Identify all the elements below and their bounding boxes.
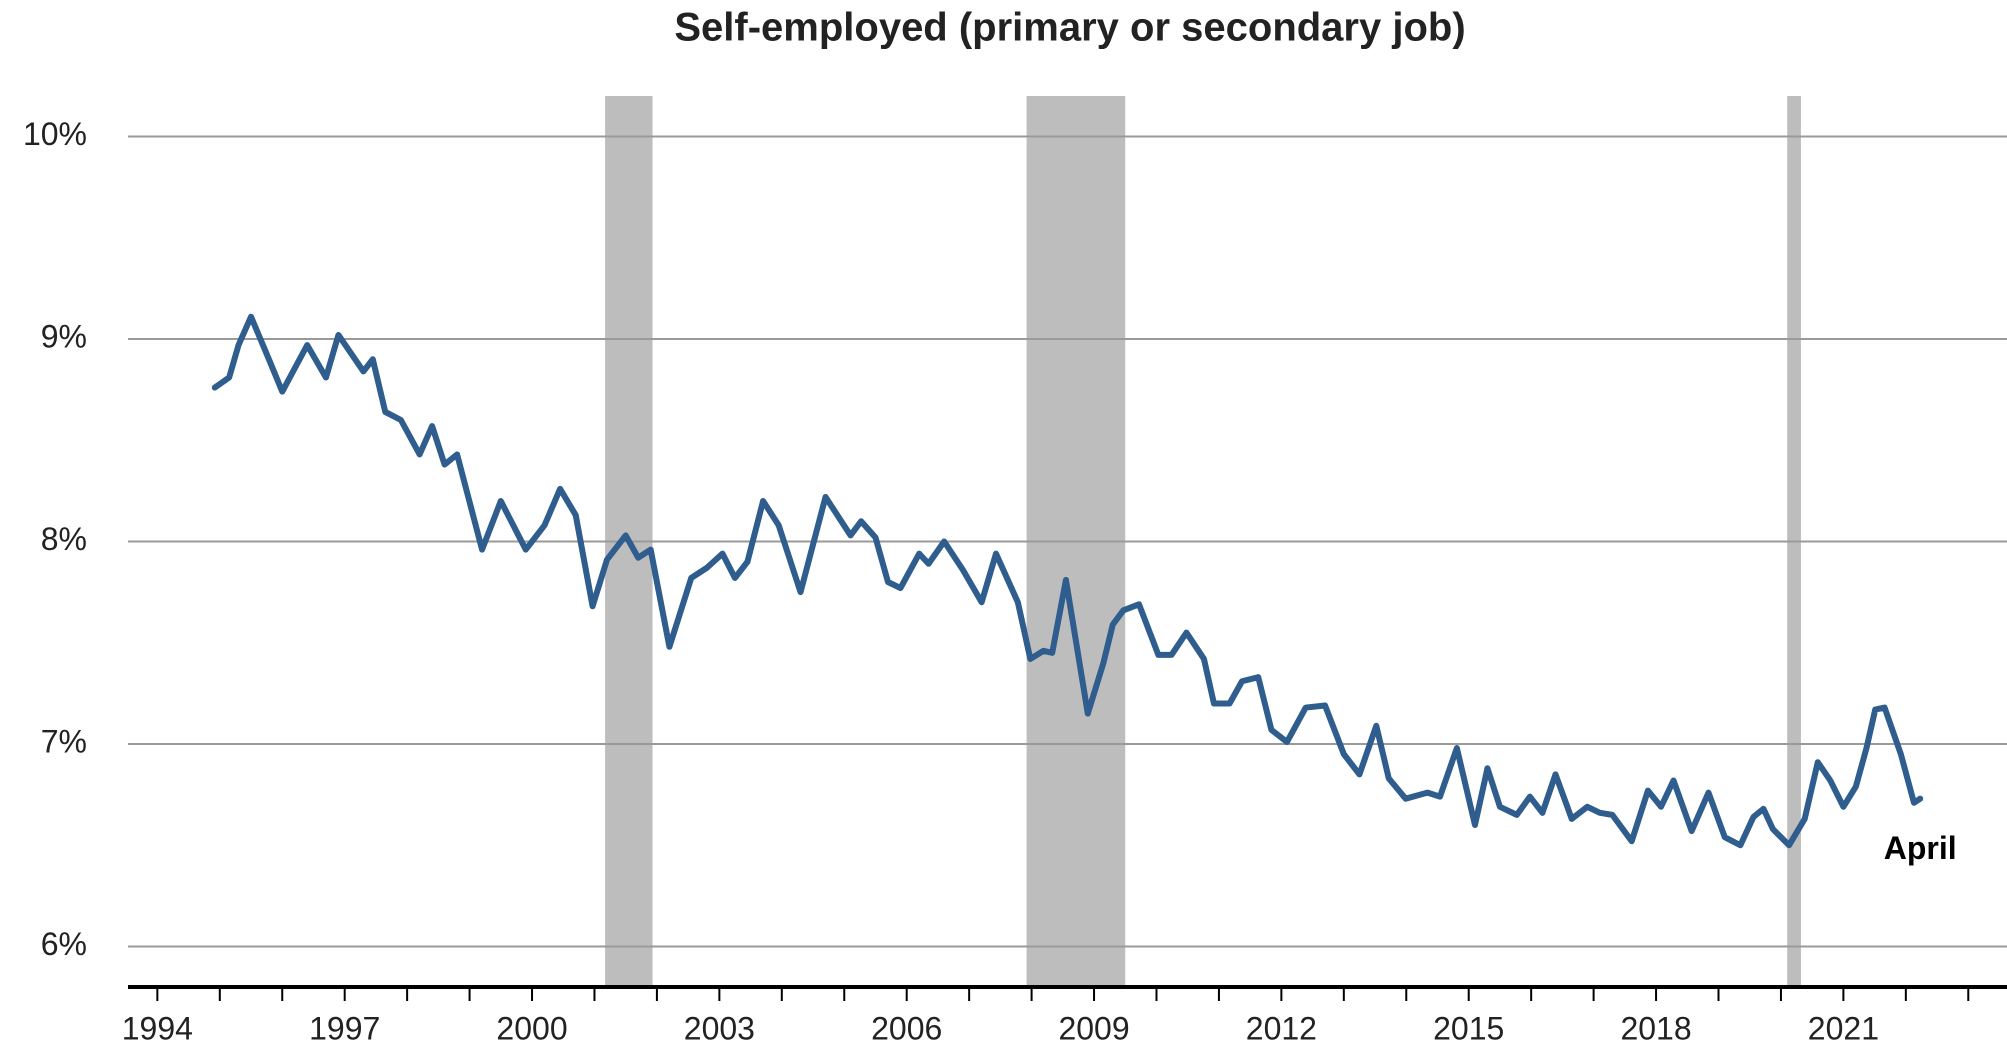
y-tick-label: 6%	[41, 926, 87, 962]
chart-title: Self-employed (primary or secondary job)	[674, 6, 1465, 50]
x-tick-label: 2021	[1808, 1010, 1879, 1046]
y-tick-label: 9%	[41, 318, 87, 354]
x-tick-label: 2006	[871, 1010, 942, 1046]
x-tick-label: 1997	[309, 1010, 380, 1046]
x-tick-label: 2018	[1620, 1010, 1691, 1046]
x-tick-label: 2015	[1433, 1010, 1504, 1046]
x-tick-label: 2009	[1058, 1010, 1129, 1046]
data-line	[211, 313, 1924, 849]
y-tick-label: 8%	[41, 521, 87, 557]
y-tick-label: 10%	[23, 116, 87, 152]
x-tick-label: 2003	[684, 1010, 755, 1046]
annotation: April	[1884, 830, 1957, 866]
y-tick-label: 7%	[41, 723, 87, 759]
x-tick-label: 1994	[122, 1010, 193, 1046]
x-tick-label: 2012	[1246, 1010, 1317, 1046]
x-tick-label: 2000	[496, 1010, 567, 1046]
